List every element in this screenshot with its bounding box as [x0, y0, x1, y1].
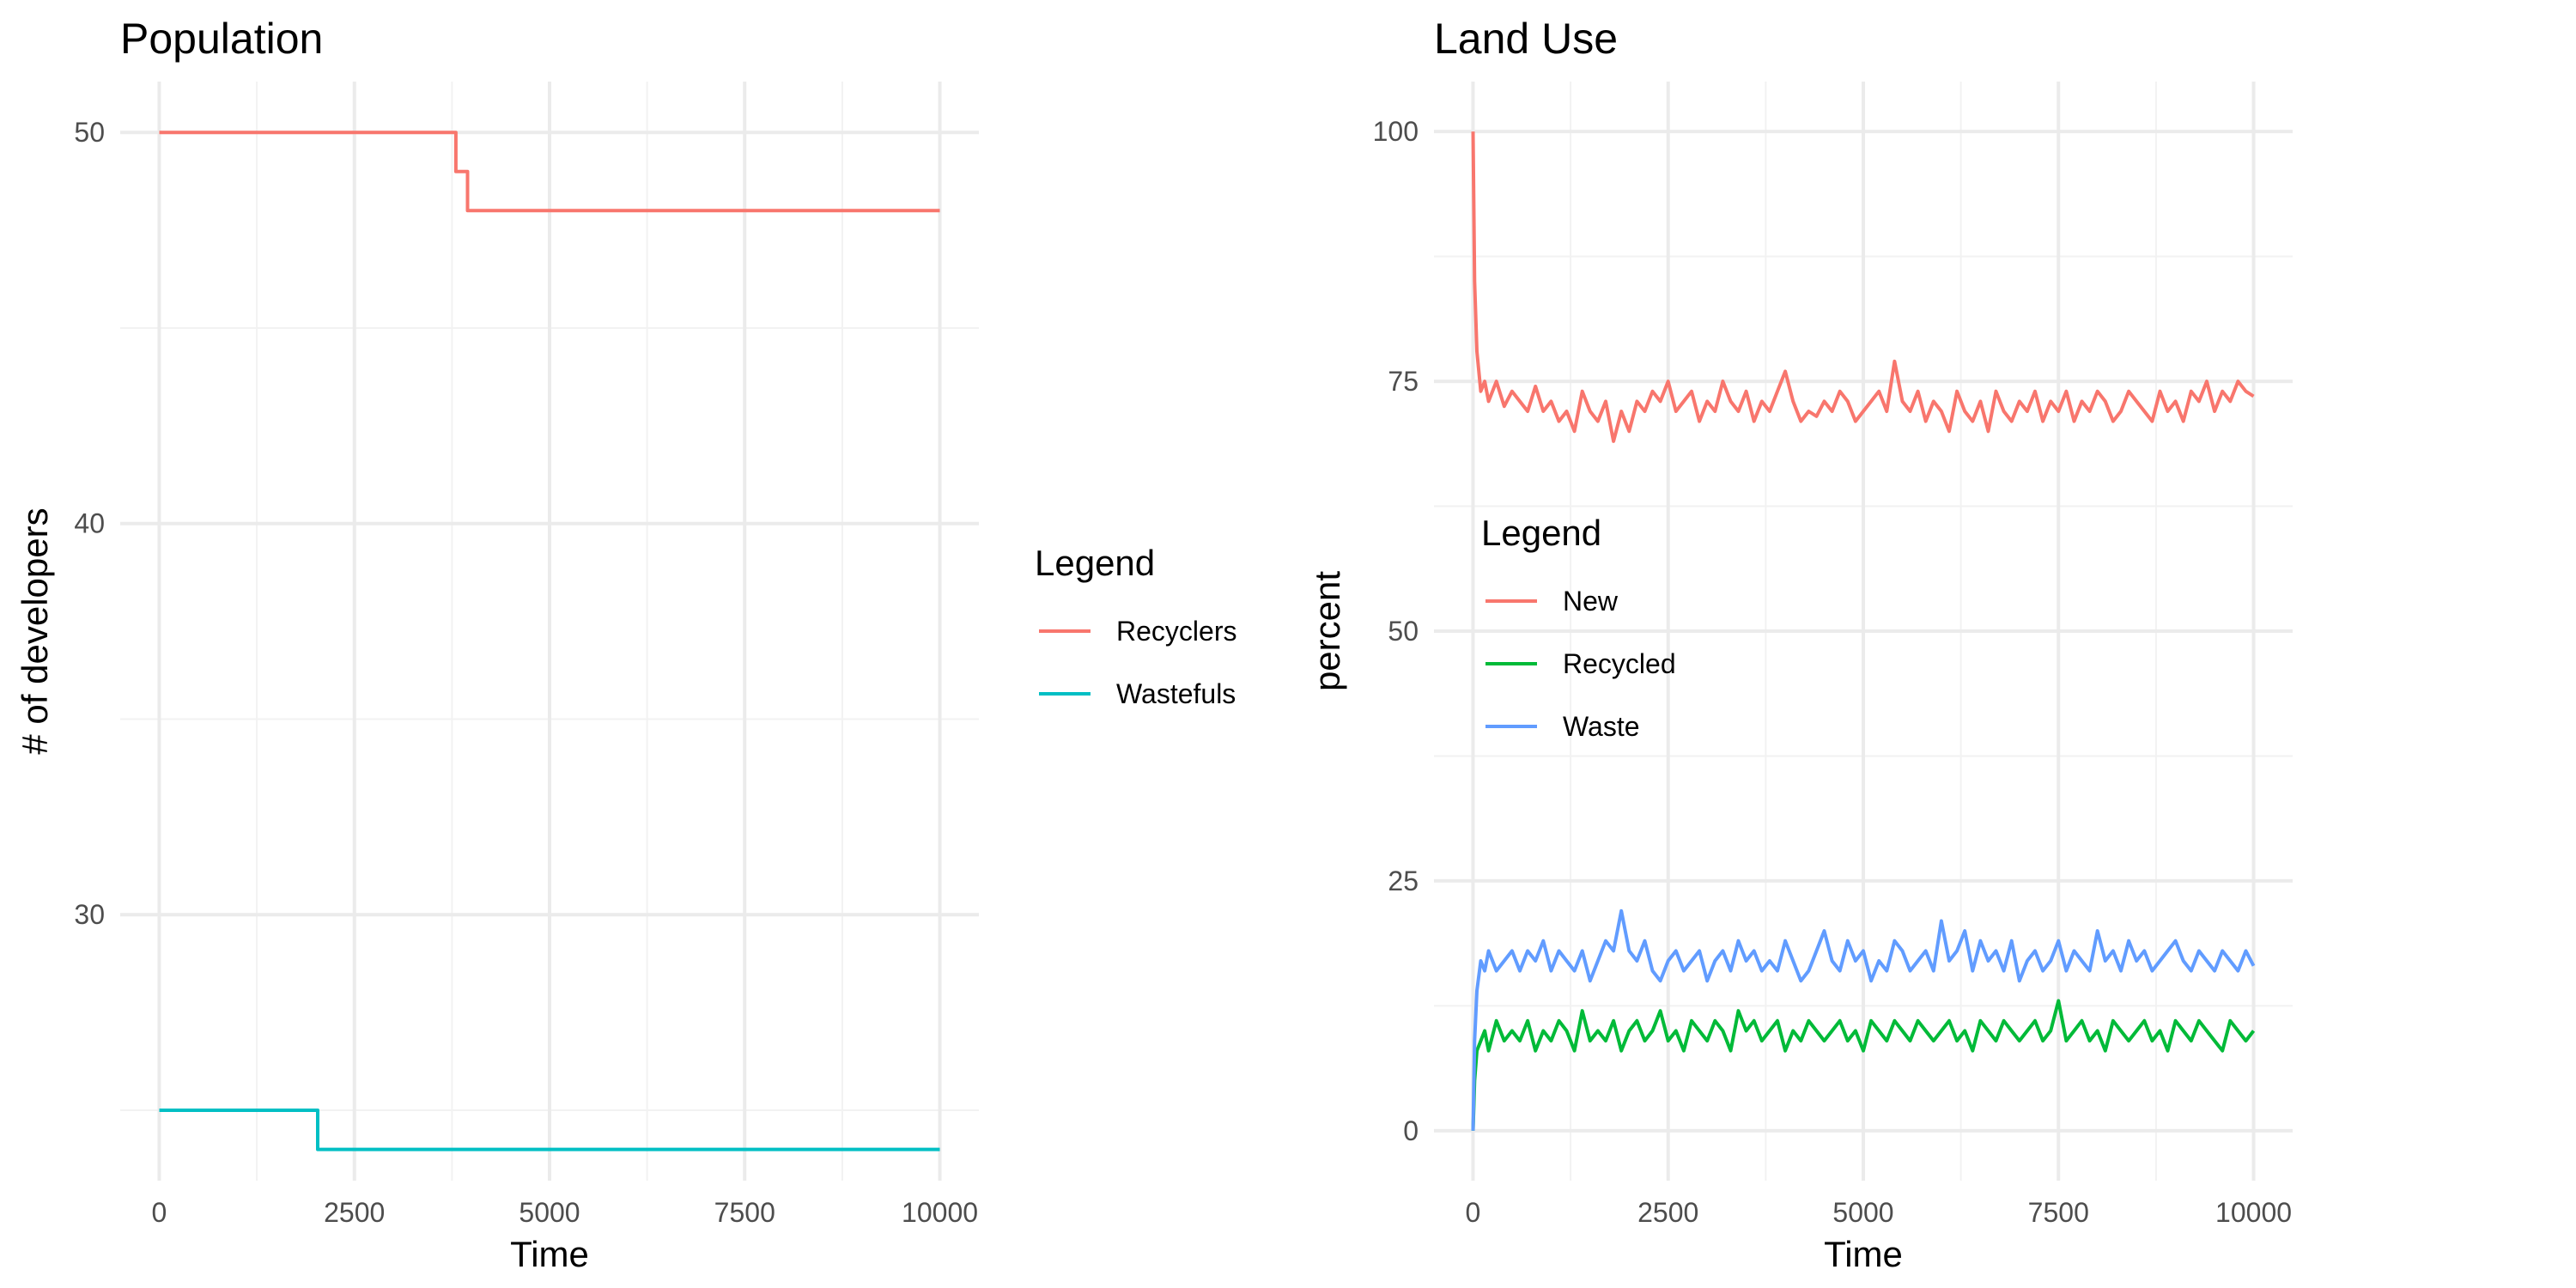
- x-tick-label: 2500: [1637, 1197, 1698, 1228]
- y-tick-label: 75: [1388, 366, 1419, 397]
- x-tick-label: 5000: [1832, 1197, 1893, 1228]
- x-axis-title: Time: [510, 1234, 589, 1274]
- legend-label-recycled: Recycled: [1563, 648, 1676, 679]
- series-line-waste: [1471, 908, 2256, 1131]
- series-line-new: [1471, 131, 2255, 443]
- y-tick-label: 30: [74, 899, 105, 930]
- x-axis-title: Time: [1824, 1234, 1903, 1274]
- legend-label-new: New: [1563, 586, 1619, 617]
- y-axis-title: # of developers: [15, 507, 55, 754]
- x-tick-label: 10000: [902, 1197, 978, 1228]
- land-use-panel: 0 2500 5000 7500 10000 0 25 50 75 100 Land Use Time…: [1307, 15, 2293, 1274]
- legend-label-recyclers: Recyclers: [1116, 616, 1236, 647]
- x-tick-label: 5000: [519, 1197, 580, 1228]
- series-line-recycled: [1471, 999, 2256, 1131]
- series-line-recyclers: [159, 131, 940, 213]
- y-tick-label: 40: [74, 508, 105, 539]
- y-axis-title: percent: [1307, 571, 1347, 691]
- y-tick-label: 50: [1388, 616, 1419, 647]
- x-tick-label: 7500: [714, 1197, 775, 1228]
- y-tick-label: 50: [74, 117, 105, 148]
- x-tick-label: 0: [152, 1197, 167, 1228]
- y-tick-label: 0: [1403, 1115, 1419, 1146]
- legend-title: Legend: [1035, 543, 1155, 583]
- legend-title: Legend: [1481, 513, 1601, 553]
- chart-title: Population: [120, 15, 323, 63]
- chart-title: Land Use: [1434, 15, 1618, 63]
- x-tick-label: 10000: [2215, 1197, 2292, 1228]
- x-tick-label: 7500: [2028, 1197, 2089, 1228]
- series-line-wastefuls: [159, 1109, 940, 1151]
- legend-label-wastefuls: Wastefuls: [1116, 678, 1236, 709]
- x-tick-label: 0: [1466, 1197, 1481, 1228]
- y-tick-label: 25: [1388, 866, 1419, 896]
- y-tick-label: 100: [1373, 116, 1419, 147]
- x-tick-label: 2500: [324, 1197, 385, 1228]
- population-panel: 0 2500 5000 7500 10000 30 40 50 Population Time # …: [15, 15, 1236, 1274]
- legend-label-waste: Waste: [1563, 711, 1640, 742]
